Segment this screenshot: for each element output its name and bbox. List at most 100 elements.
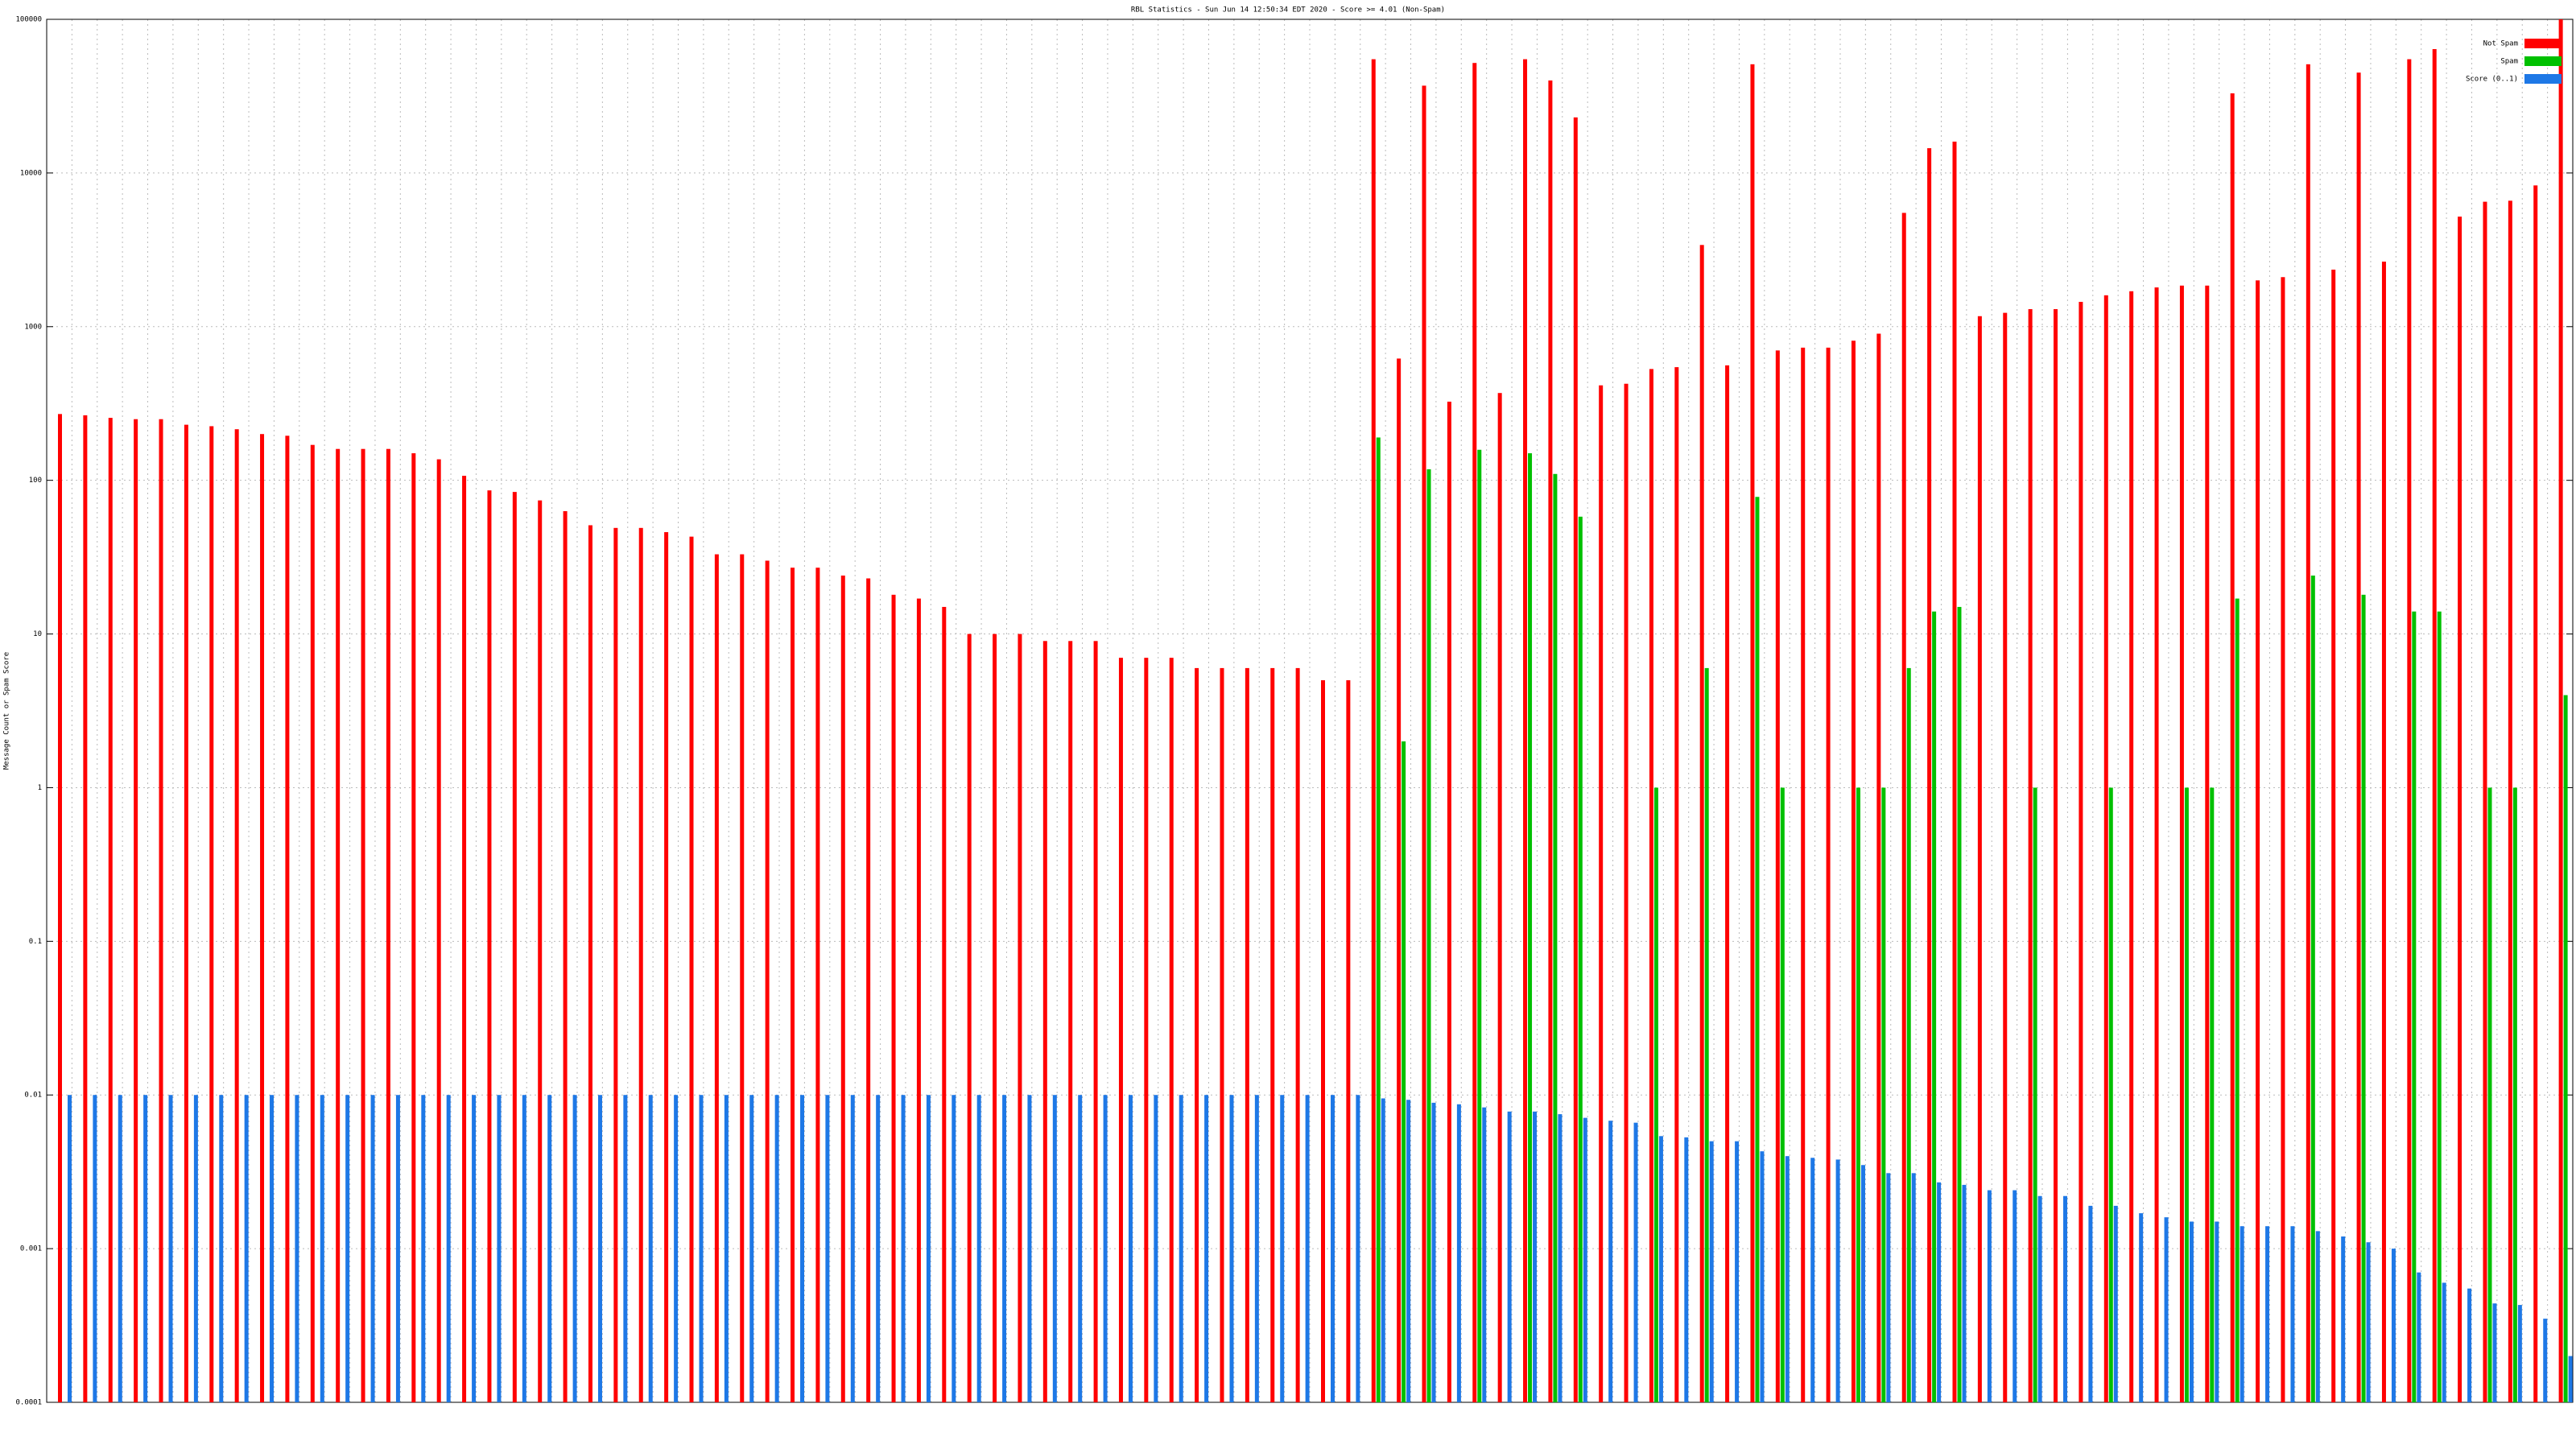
legend-label: Not Spam [2483, 40, 2518, 48]
bar [2164, 1217, 2169, 1402]
bar [2487, 787, 2492, 1402]
bar [638, 527, 643, 1402]
bar [967, 634, 972, 1402]
bar [1447, 401, 1451, 1402]
bar [1280, 1095, 1285, 1402]
bar [2054, 309, 2058, 1403]
bar [2235, 598, 2240, 1402]
bar [395, 1095, 400, 1402]
bar [1270, 667, 1275, 1402]
bar [2215, 1221, 2219, 1402]
bar [674, 1095, 679, 1402]
bar [1027, 1095, 1032, 1402]
bar [2315, 1231, 2320, 1402]
bar [234, 429, 239, 1402]
y-tick-label: 10000 [20, 169, 42, 177]
bar [345, 1095, 350, 1402]
y-tick-label: 0.0001 [15, 1399, 42, 1407]
legend-swatch [2524, 39, 2562, 48]
bar [83, 415, 88, 1402]
bar [1709, 1141, 1714, 1402]
bar [538, 500, 543, 1402]
bar [774, 1095, 779, 1402]
bar [2028, 309, 2033, 1403]
bar [2013, 1190, 2017, 1402]
bar [260, 434, 265, 1402]
bar [411, 453, 416, 1403]
bar [1927, 148, 1932, 1402]
bar [2341, 1236, 2346, 1402]
bar [648, 1095, 653, 1402]
bar [1406, 1100, 1411, 1402]
bar [2361, 594, 2366, 1402]
bar [1911, 1173, 1916, 1402]
bar [1760, 1151, 1765, 1402]
bar [285, 436, 290, 1403]
bar [1583, 1117, 1587, 1402]
bar [1477, 449, 1482, 1402]
bar [1553, 473, 1558, 1402]
bar [1704, 667, 1709, 1402]
bar [2492, 1303, 2497, 1402]
bar [1220, 667, 1224, 1402]
bar [2108, 787, 2113, 1402]
bar [134, 419, 138, 1402]
bar [1523, 59, 1528, 1402]
bar [1245, 667, 1249, 1402]
bar [336, 448, 341, 1403]
bar [1254, 1095, 1259, 1402]
bar [2407, 59, 2412, 1402]
bar [209, 426, 214, 1402]
y-tick-label: 0.1 [29, 938, 42, 946]
bar [825, 1095, 830, 1402]
bar [2412, 611, 2417, 1402]
bar [2154, 287, 2159, 1403]
y-axis-label: Message Count or Spam Score [3, 652, 11, 770]
bar [901, 1095, 906, 1402]
bar [840, 575, 845, 1402]
bar [2517, 1305, 2522, 1402]
bar [1371, 59, 1376, 1402]
bar [1305, 1095, 1310, 1402]
bar [143, 1095, 148, 1402]
bar [58, 414, 62, 1402]
bar [1851, 341, 1856, 1403]
bar [1018, 634, 1022, 1402]
bar [952, 1095, 956, 1402]
bar [724, 1095, 729, 1402]
bar [613, 527, 618, 1402]
bar [219, 1095, 224, 1402]
bar [1422, 85, 1426, 1402]
bar [866, 578, 871, 1402]
bar [1229, 1095, 1234, 1402]
bar [2558, 19, 2563, 1402]
bar [1103, 1095, 1108, 1402]
bar [1658, 1136, 1663, 1402]
bar [1154, 1095, 1158, 1402]
bar [2256, 280, 2260, 1403]
bar [1402, 741, 1406, 1402]
bar [699, 1095, 704, 1402]
bar [588, 525, 592, 1402]
bar [1826, 347, 1831, 1402]
bar [270, 1095, 275, 1402]
bar [1573, 117, 1578, 1402]
bar [1775, 350, 1780, 1403]
bar [1608, 1121, 1613, 1402]
bar [993, 634, 997, 1402]
bar [2230, 93, 2235, 1402]
bar [487, 490, 492, 1402]
bar [193, 1095, 198, 1402]
bar [446, 1095, 451, 1402]
bar [1321, 680, 1325, 1402]
legend-swatch [2524, 56, 2562, 66]
bar [1558, 1114, 1563, 1402]
y-tick-label: 10 [33, 630, 42, 638]
bar [2281, 277, 2285, 1403]
bar [749, 1095, 754, 1402]
bar [2079, 301, 2083, 1403]
bar [1725, 365, 1730, 1402]
bar [1507, 1111, 1512, 1402]
bar [1876, 333, 1881, 1403]
bar [2391, 1249, 2396, 1402]
